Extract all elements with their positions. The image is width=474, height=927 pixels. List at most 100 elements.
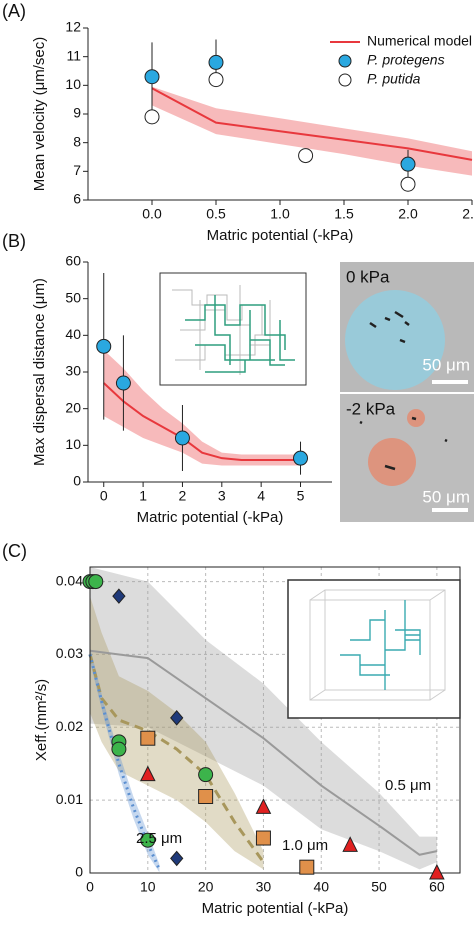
x-tick-label: 1.0: [270, 206, 290, 222]
x-tick-label: 1.5: [334, 206, 354, 222]
point: [140, 765, 156, 782]
y-axis-label: Mean velocity (μm/sec): [31, 37, 48, 192]
micrograph-2kpa: [340, 394, 474, 522]
x-axis-label: Matric potential (-kPa): [202, 900, 349, 917]
line-annotation: 0.5 μm: [385, 777, 431, 794]
uncertainty-band: [90, 567, 437, 870]
network-inset-3d: [287, 579, 461, 719]
micrograph-label: -2 kPa: [346, 399, 396, 418]
point: [174, 430, 190, 446]
y-tick-label: 30: [65, 363, 81, 379]
micrograph-0kpa: [340, 262, 474, 392]
legend-label: P. putida: [367, 71, 421, 87]
line-annotation: 1.0 μm: [282, 837, 328, 854]
point: [198, 789, 214, 804]
x-tick-label: 60: [429, 879, 445, 895]
point: [88, 574, 104, 590]
point: [112, 588, 126, 604]
y-tick-label: 20: [65, 399, 81, 415]
plot-frame: [89, 566, 461, 874]
x-tick-label: 40: [313, 879, 329, 895]
model-line: [89, 649, 438, 856]
y-tick-label: 0: [73, 473, 81, 489]
model-line: [103, 382, 301, 461]
y-tick-label: 0.03: [56, 645, 83, 661]
y-axis-label: Max dispersal distance (μm): [31, 278, 48, 466]
point: [429, 863, 445, 880]
y-tick-label: 11: [66, 47, 81, 63]
x-tick-label: 0.5: [206, 206, 226, 222]
y-axis-label: Xeff.(mm²/s): [33, 679, 50, 761]
y-tick-label: 12: [65, 19, 81, 35]
point: [115, 375, 131, 391]
point: [400, 156, 416, 172]
line-annotation: 2.5 μm: [136, 830, 182, 847]
scale-bar-label: 50 μm: [422, 487, 470, 506]
x-tick-label: 10: [140, 879, 156, 895]
uncertainty-band: [90, 596, 264, 870]
point: [298, 148, 314, 164]
y-tick-label: 7: [73, 162, 81, 178]
x-tick-label: 2: [179, 488, 187, 504]
y-tick-label: 0.01: [56, 791, 83, 807]
point: [255, 798, 272, 814]
x-tick-label: 50: [371, 879, 387, 895]
point: [144, 69, 160, 85]
point: [111, 741, 127, 757]
point: [208, 54, 224, 70]
uncertainty-band: [90, 647, 160, 873]
point: [400, 176, 416, 192]
legend-label: Numerical model: [367, 33, 472, 49]
y-tick-label: 0.02: [56, 718, 83, 734]
point: [293, 450, 309, 466]
point: [342, 836, 358, 852]
legend-marker: [338, 73, 352, 87]
x-tick-label: 0: [100, 488, 108, 504]
x-axis-label: Matric potential (-kPa): [207, 227, 354, 244]
uncertainty-band: [152, 86, 472, 176]
panel-label: (B): [2, 231, 26, 251]
x-tick-label: 1: [139, 488, 147, 504]
uncertainty-band: [103, 350, 301, 466]
x-tick-label: 0.0: [142, 206, 162, 222]
legend-marker: [338, 54, 352, 68]
point: [170, 850, 184, 867]
point: [144, 109, 160, 125]
scale-bar-label: 50 μm: [422, 355, 470, 374]
micrograph-label: 0 kPa: [346, 267, 390, 286]
y-tick-label: 10: [65, 436, 81, 452]
point: [170, 710, 184, 726]
point: [96, 338, 112, 354]
model-line: [88, 654, 265, 863]
x-tick-label: 4: [257, 488, 265, 504]
x-tick-label: 5: [297, 488, 305, 504]
point: [299, 859, 315, 875]
y-tick-label: 60: [65, 253, 81, 269]
y-tick-label: 0: [75, 864, 83, 880]
network-inset-2d: [159, 272, 307, 386]
y-tick-label: 40: [65, 326, 81, 342]
x-tick-label: 2.0: [398, 206, 418, 222]
point: [140, 832, 156, 848]
point: [208, 72, 224, 88]
y-tick-label: 10: [65, 76, 81, 92]
y-tick-label: 8: [73, 133, 81, 149]
x-tick-label: 30: [256, 879, 272, 895]
y-tick-label: 50: [65, 289, 81, 305]
legend-label: P. protegens: [367, 52, 445, 68]
x-tick-label: 0: [86, 879, 94, 895]
x-axis-label: Matric potential (-kPa): [137, 509, 284, 526]
y-tick-label: 0.04: [56, 572, 83, 588]
x-tick-label: 20: [198, 879, 214, 895]
point: [140, 730, 156, 746]
x-tick-label: 2.5: [462, 206, 474, 222]
point: [198, 767, 214, 783]
point: [255, 830, 271, 846]
y-tick-label: 6: [73, 191, 81, 207]
y-tick-label: 9: [73, 105, 81, 121]
panel-label: (A): [2, 1, 26, 21]
panel-label: (C): [2, 541, 27, 561]
model-line: [151, 87, 473, 161]
